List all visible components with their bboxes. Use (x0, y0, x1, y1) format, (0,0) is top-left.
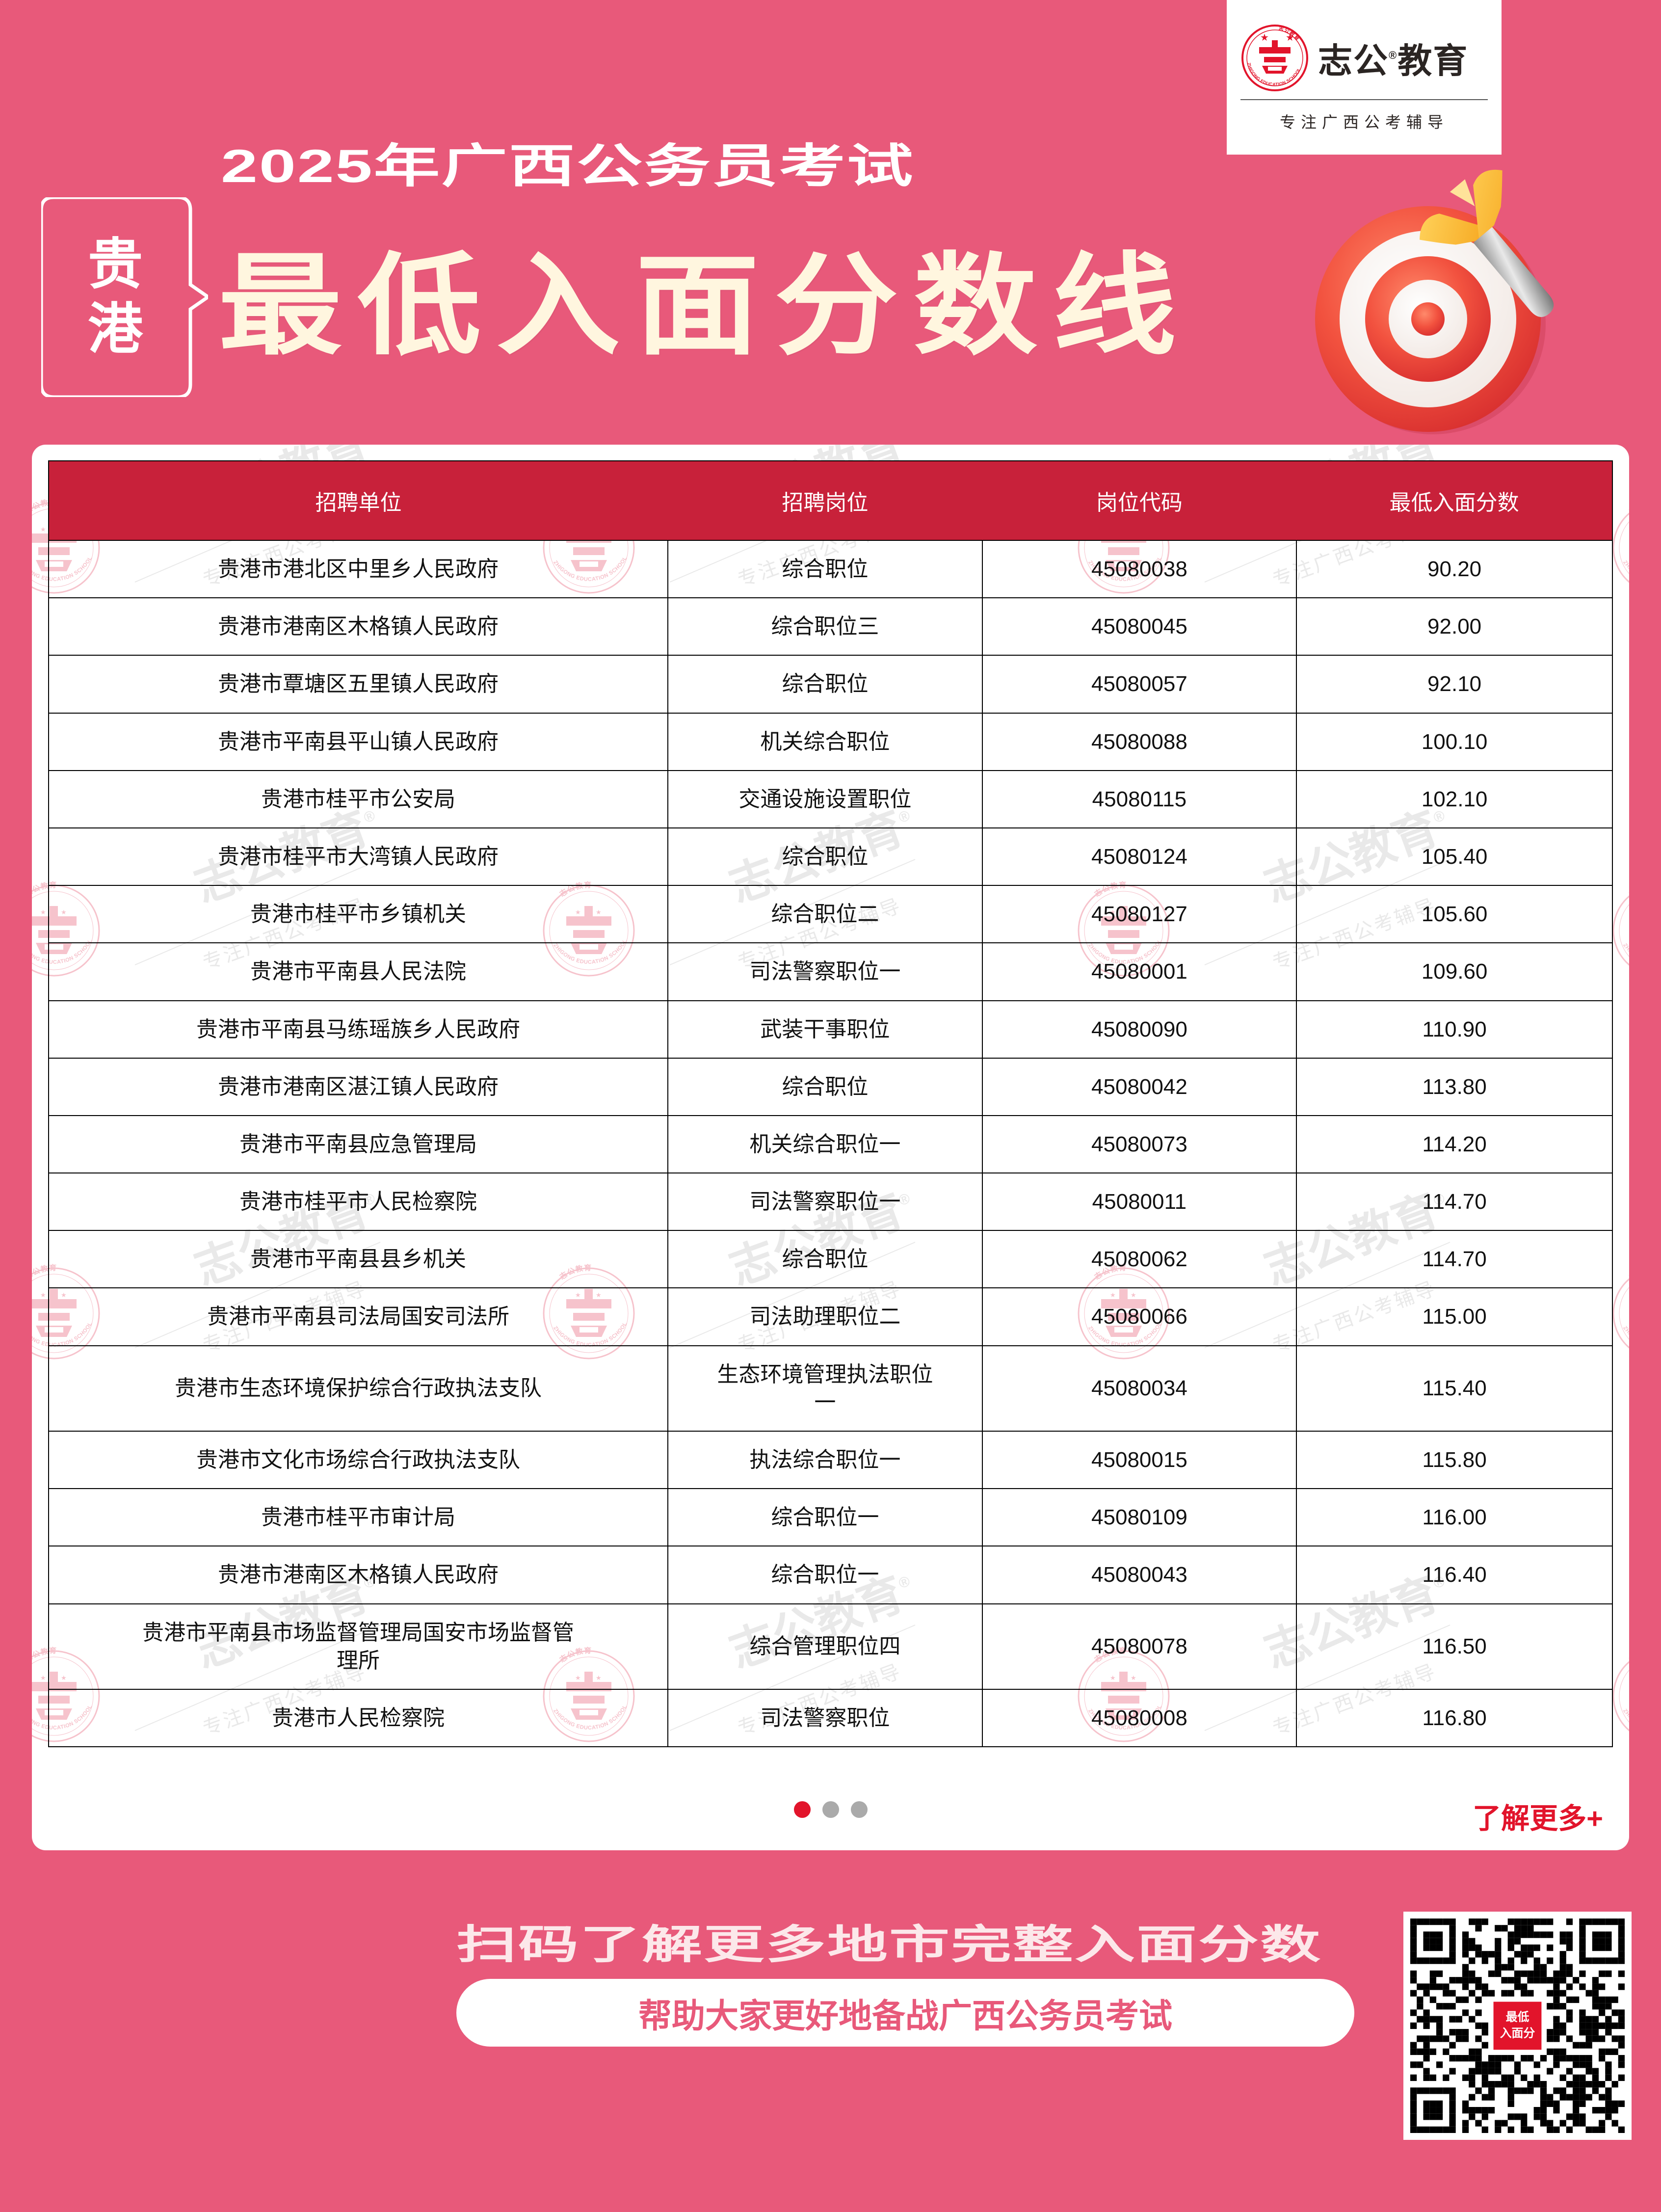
svg-text:入面分: 入面分 (1500, 2026, 1535, 2040)
svg-text:★: ★ (1260, 32, 1269, 43)
svg-text:最低: 最低 (1506, 2011, 1529, 2024)
svg-text:★: ★ (1286, 32, 1294, 43)
